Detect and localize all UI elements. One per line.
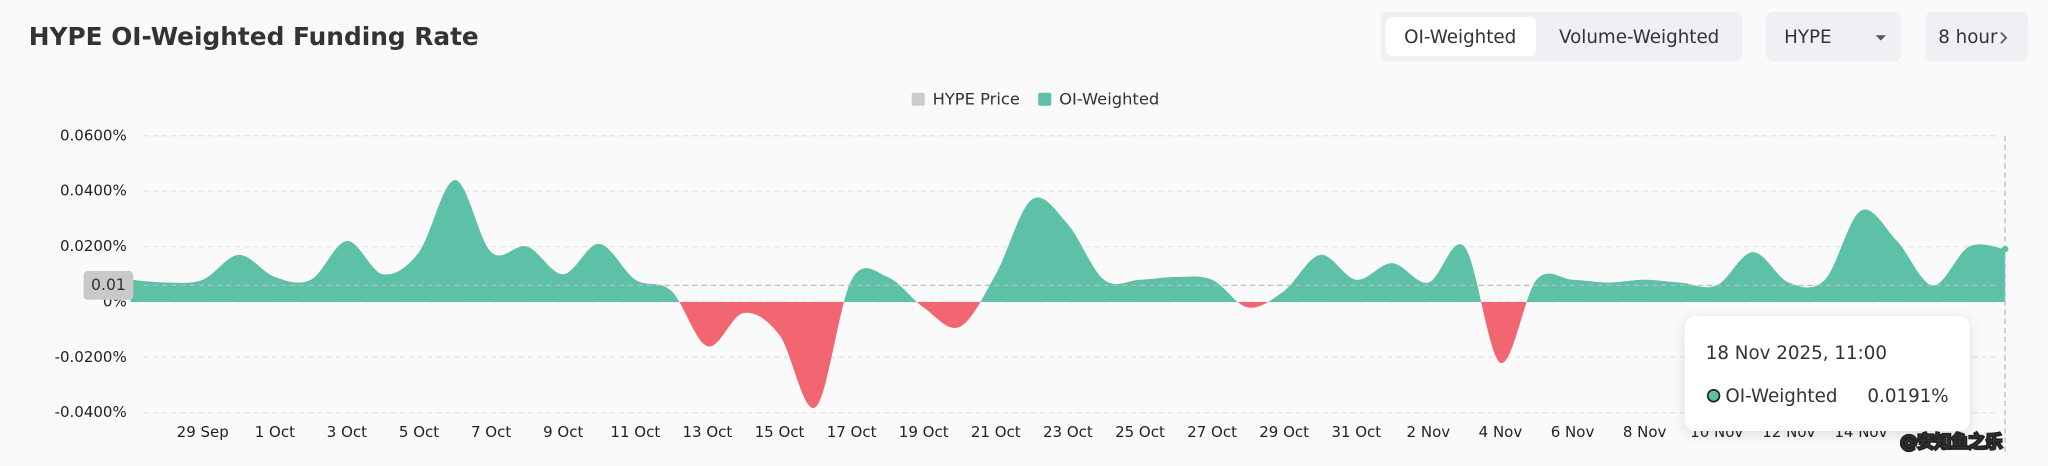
funding-area [130,180,2006,409]
tooltip-dot [1706,389,1721,403]
x-tick-label: 5 Oct [399,423,439,441]
crosshair-label-box [83,270,134,300]
x-tick-label: 6 Nov [1551,423,1595,441]
x-tick-label: 19 Oct [899,423,949,441]
legend-label: HYPE Price [933,89,1020,108]
y-tick-label: -0.0400% [55,403,127,421]
tooltip-title: 18 Nov 2025, 11:00 [1706,343,1887,364]
toggle-option[interactable]: Volume-Weighted [1559,27,1719,48]
page-title: HYPE OI-Weighted Funding Rate [29,22,479,51]
x-tick-label: 17 Oct [827,423,877,441]
x-tick-label: 29 Sep [177,423,229,441]
crosshair-label: 0.01 [91,275,126,294]
x-tick-label: 29 Oct [1259,423,1309,441]
x-tick-label: 8 Nov [1623,423,1667,441]
legend-label: OI-Weighted [1059,89,1159,108]
y-tick-label: 0.0200% [60,237,127,255]
x-tick-label: 4 Nov [1479,423,1523,441]
tooltip-value: 0.0191% [1867,386,1948,407]
dropdown-caret [1875,35,1886,41]
x-tick-label: 15 Oct [755,423,805,441]
tooltip [1684,316,1970,431]
x-tick-label: 27 Oct [1187,423,1237,441]
interval-dropdown[interactable] [1925,11,2029,62]
x-tick-label: 7 Oct [471,423,511,441]
x-tick-label: 23 Oct [1043,423,1093,441]
x-tick-label: 13 Oct [683,423,733,441]
tooltip-series: OI-Weighted [1725,386,1837,407]
x-tick-label: 11 Oct [610,423,660,441]
hover-point [2001,245,2009,253]
legend-swatch [911,92,925,106]
interval-label[interactable]: 8 hour [1938,27,1998,48]
x-tick-label: 21 Oct [971,423,1021,441]
y-tick-label: 0.0600% [60,126,127,144]
asset-label[interactable]: HYPE [1784,27,1831,48]
x-tick-label: 2 Nov [1407,423,1451,441]
plot: HYPE Price OI-Weighted-0.0400%-0.0200%0%0… [55,89,2009,452]
y-tick-label: 0.0400% [60,182,127,200]
asset-dropdown[interactable] [1765,11,1902,62]
toggle-active[interactable] [1385,16,1536,57]
y-tick-label: -0.0200% [55,348,127,366]
dropdown-chevron [2000,32,2008,44]
x-tick-label: 1 Oct [255,423,295,441]
watermark: @安知鱼之乐 [1900,433,2002,453]
legend-swatch [1038,92,1052,106]
x-tick-label: 9 Oct [543,423,583,441]
x-tick-label: 31 Oct [1331,423,1381,441]
x-tick-label: 25 Oct [1115,423,1165,441]
x-tick-label: 3 Oct [327,423,367,441]
toggle-option[interactable]: OI-Weighted [1404,27,1516,48]
